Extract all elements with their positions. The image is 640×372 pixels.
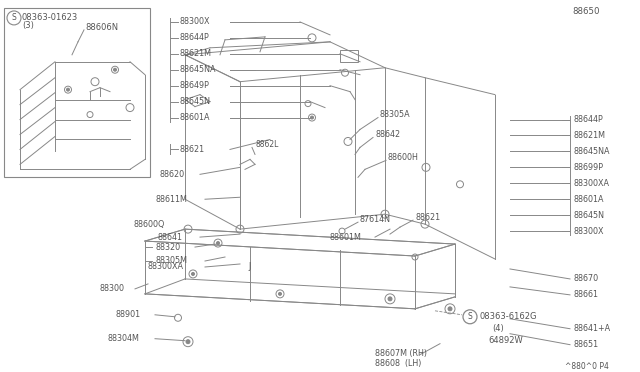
- Text: 88621M: 88621M: [180, 49, 212, 58]
- Circle shape: [67, 88, 70, 91]
- Text: 88645NA: 88645NA: [180, 65, 216, 74]
- Text: 88645N: 88645N: [574, 211, 605, 220]
- Text: 88304M: 88304M: [108, 334, 140, 343]
- Text: 88641+A: 88641+A: [574, 324, 611, 333]
- Text: 88300XA: 88300XA: [574, 179, 610, 188]
- Text: 88645N: 88645N: [180, 97, 211, 106]
- Text: 88606N: 88606N: [85, 23, 118, 32]
- Text: 88300: 88300: [100, 284, 125, 294]
- Text: 88621M: 88621M: [574, 131, 606, 140]
- Circle shape: [278, 292, 282, 295]
- Text: 88300X: 88300X: [180, 17, 211, 26]
- Text: 88305A: 88305A: [380, 110, 411, 119]
- Text: 88300X: 88300X: [574, 227, 605, 235]
- Text: 88607M (RH): 88607M (RH): [375, 349, 427, 358]
- Text: 88601M: 88601M: [330, 232, 362, 241]
- Text: 88601A: 88601A: [180, 113, 211, 122]
- Text: 88305M: 88305M: [155, 257, 187, 266]
- Text: 88670: 88670: [574, 275, 599, 283]
- Text: 88611M: 88611M: [155, 195, 187, 204]
- Text: 88642: 88642: [375, 130, 400, 139]
- Text: 88699P: 88699P: [574, 163, 604, 172]
- Circle shape: [186, 340, 190, 344]
- Text: 88649P: 88649P: [180, 81, 210, 90]
- Circle shape: [216, 241, 220, 244]
- Text: 88300XA: 88300XA: [148, 263, 184, 272]
- Text: 88645NA: 88645NA: [574, 147, 611, 156]
- Text: ^880^0 P4: ^880^0 P4: [565, 362, 609, 371]
- Text: 88320: 88320: [155, 243, 180, 251]
- Text: 08363-01623: 08363-01623: [22, 13, 78, 22]
- Text: 87614N: 87614N: [360, 215, 391, 224]
- Text: 08363-6162G: 08363-6162G: [480, 312, 538, 321]
- Text: 88641: 88641: [158, 232, 183, 241]
- Text: 88620: 88620: [160, 170, 185, 179]
- Circle shape: [448, 307, 452, 311]
- Bar: [4, 8, 150, 177]
- Text: (3): (3): [22, 22, 34, 31]
- Text: (4): (4): [492, 324, 504, 333]
- Text: 88661: 88661: [574, 291, 599, 299]
- Circle shape: [113, 68, 116, 71]
- Text: J: J: [248, 263, 250, 272]
- Text: 88621: 88621: [180, 145, 205, 154]
- Text: 88644P: 88644P: [574, 115, 604, 124]
- Text: 88651: 88651: [574, 340, 599, 349]
- Text: S: S: [12, 13, 17, 22]
- Text: 64892W: 64892W: [488, 336, 523, 345]
- Text: 88644P: 88644P: [180, 33, 210, 42]
- Text: 88601A: 88601A: [574, 195, 605, 204]
- Bar: [340, 50, 358, 62]
- Text: 88600Q: 88600Q: [133, 219, 164, 229]
- Text: 88901: 88901: [115, 310, 140, 319]
- Text: 88621: 88621: [415, 213, 440, 222]
- Circle shape: [310, 116, 314, 119]
- Text: 88600H: 88600H: [388, 153, 419, 162]
- Text: 8862L: 8862L: [255, 140, 278, 149]
- Text: S: S: [468, 312, 472, 321]
- Text: 88650: 88650: [573, 7, 600, 16]
- Circle shape: [191, 272, 195, 275]
- Text: 88608  (LH): 88608 (LH): [375, 359, 421, 368]
- Circle shape: [388, 297, 392, 301]
